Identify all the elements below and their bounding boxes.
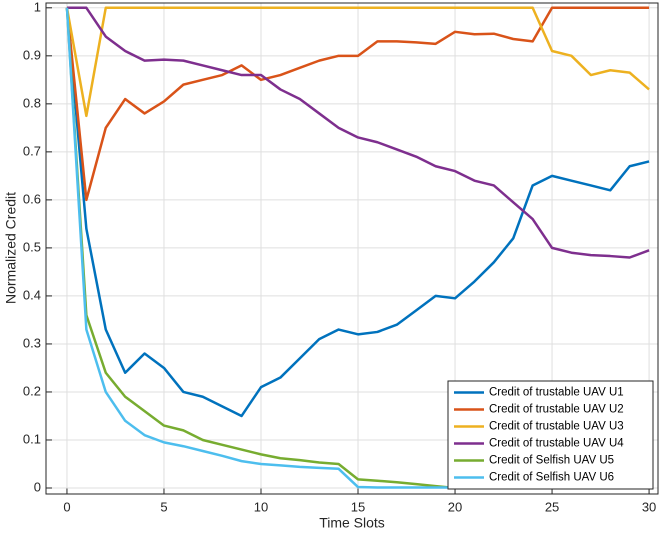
series-line xyxy=(65,6,650,202)
legend-label: Credit of trustable UAV U1 xyxy=(489,387,624,399)
x-tick-label: 10 xyxy=(254,499,268,514)
y-tick-label: 0.4 xyxy=(23,287,41,302)
y-tick-label: 0.7 xyxy=(23,143,41,158)
x-tick-label: 20 xyxy=(448,499,462,514)
legend-label: Credit of Selfish UAV U6 xyxy=(489,472,614,484)
x-tick-label: 0 xyxy=(63,499,70,514)
y-tick-label: 0.3 xyxy=(23,335,41,350)
axes-box xyxy=(45,2,659,495)
series-line xyxy=(65,6,650,118)
y-tick-label: 0.8 xyxy=(23,95,41,110)
x-tick-label: 5 xyxy=(160,499,167,514)
y-tick-label: 0.1 xyxy=(23,431,41,446)
series-line xyxy=(66,6,650,259)
y-tick-label: 0.5 xyxy=(23,239,41,254)
x-tick-label: 25 xyxy=(545,499,559,514)
x-tick-label: 15 xyxy=(351,499,365,514)
series-line xyxy=(65,7,650,418)
legend-label: Credit of trustable UAV U2 xyxy=(489,404,624,416)
legend-label: Credit of trustable UAV U3 xyxy=(489,421,624,433)
legend: Credit of trustable UAV U1 Credit of trus… xyxy=(447,380,654,490)
x-tick-label: 30 xyxy=(642,499,656,514)
y-tick-label: 0.2 xyxy=(23,383,41,398)
legend-label: Credit of trustable UAV U4 xyxy=(489,438,624,450)
y-tick-label: 0.9 xyxy=(23,47,41,62)
legend-label: Credit of Selfish UAV U5 xyxy=(489,455,614,467)
x-axis-label: Time Slots xyxy=(319,515,385,531)
y-tick-label: 0.6 xyxy=(23,191,41,206)
y-tick-label: 0 xyxy=(34,479,41,494)
y-tick-label: 1 xyxy=(34,0,41,14)
y-axis-label: Normalized Credit xyxy=(3,192,19,304)
legend-box xyxy=(447,380,654,490)
